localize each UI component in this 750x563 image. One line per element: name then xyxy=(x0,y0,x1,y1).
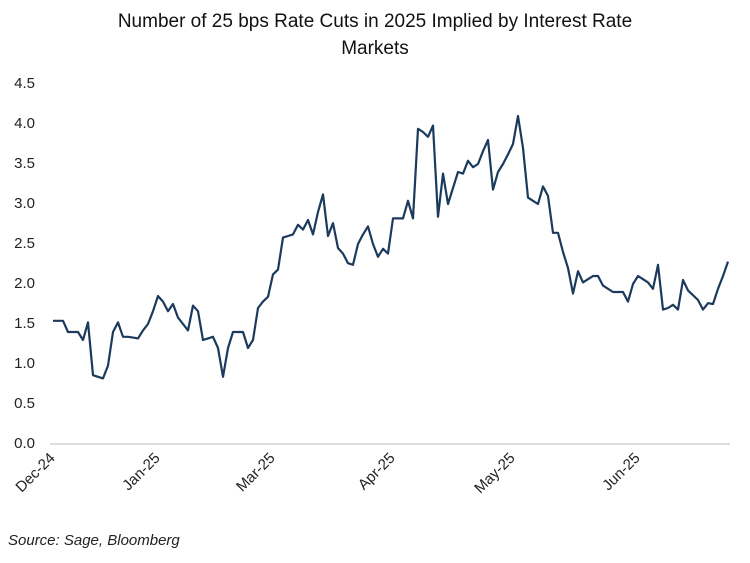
y-tick-label: 4.0 xyxy=(14,115,35,132)
y-tick-label: 1.0 xyxy=(14,355,35,372)
y-tick-label: 1.5 xyxy=(14,315,35,332)
y-tick-label: 2.5 xyxy=(14,235,35,252)
x-tick-label: Jun-25 xyxy=(599,450,643,494)
x-tick-label: Dec-24 xyxy=(12,450,58,496)
chart: 0.0 0.5 1.0 1.5 2.0 2.5 3.0 3.5 4.0 4.5 Dec-24 Jan-… xyxy=(12,75,730,497)
x-tick-label: Apr-25 xyxy=(355,450,399,494)
y-tick-label: 4.5 xyxy=(14,75,35,92)
source-note: Source: Sage, Bloomberg xyxy=(8,532,180,549)
y-tick-label: 2.0 xyxy=(14,275,35,292)
x-tick-label: May-25 xyxy=(471,450,518,497)
y-tick-label: 3.5 xyxy=(14,155,35,172)
y-tick-label: 0.0 xyxy=(14,435,35,452)
y-tick-label: 3.0 xyxy=(14,195,35,212)
x-tick-label: Mar-25 xyxy=(233,450,279,496)
y-tick-label: 0.5 xyxy=(14,395,35,412)
x-tick-label: Jan-25 xyxy=(119,450,163,494)
data-line xyxy=(53,114,730,380)
chart-title: Number of 25 bps Rate Cuts in 2025 Impli… xyxy=(117,11,633,59)
